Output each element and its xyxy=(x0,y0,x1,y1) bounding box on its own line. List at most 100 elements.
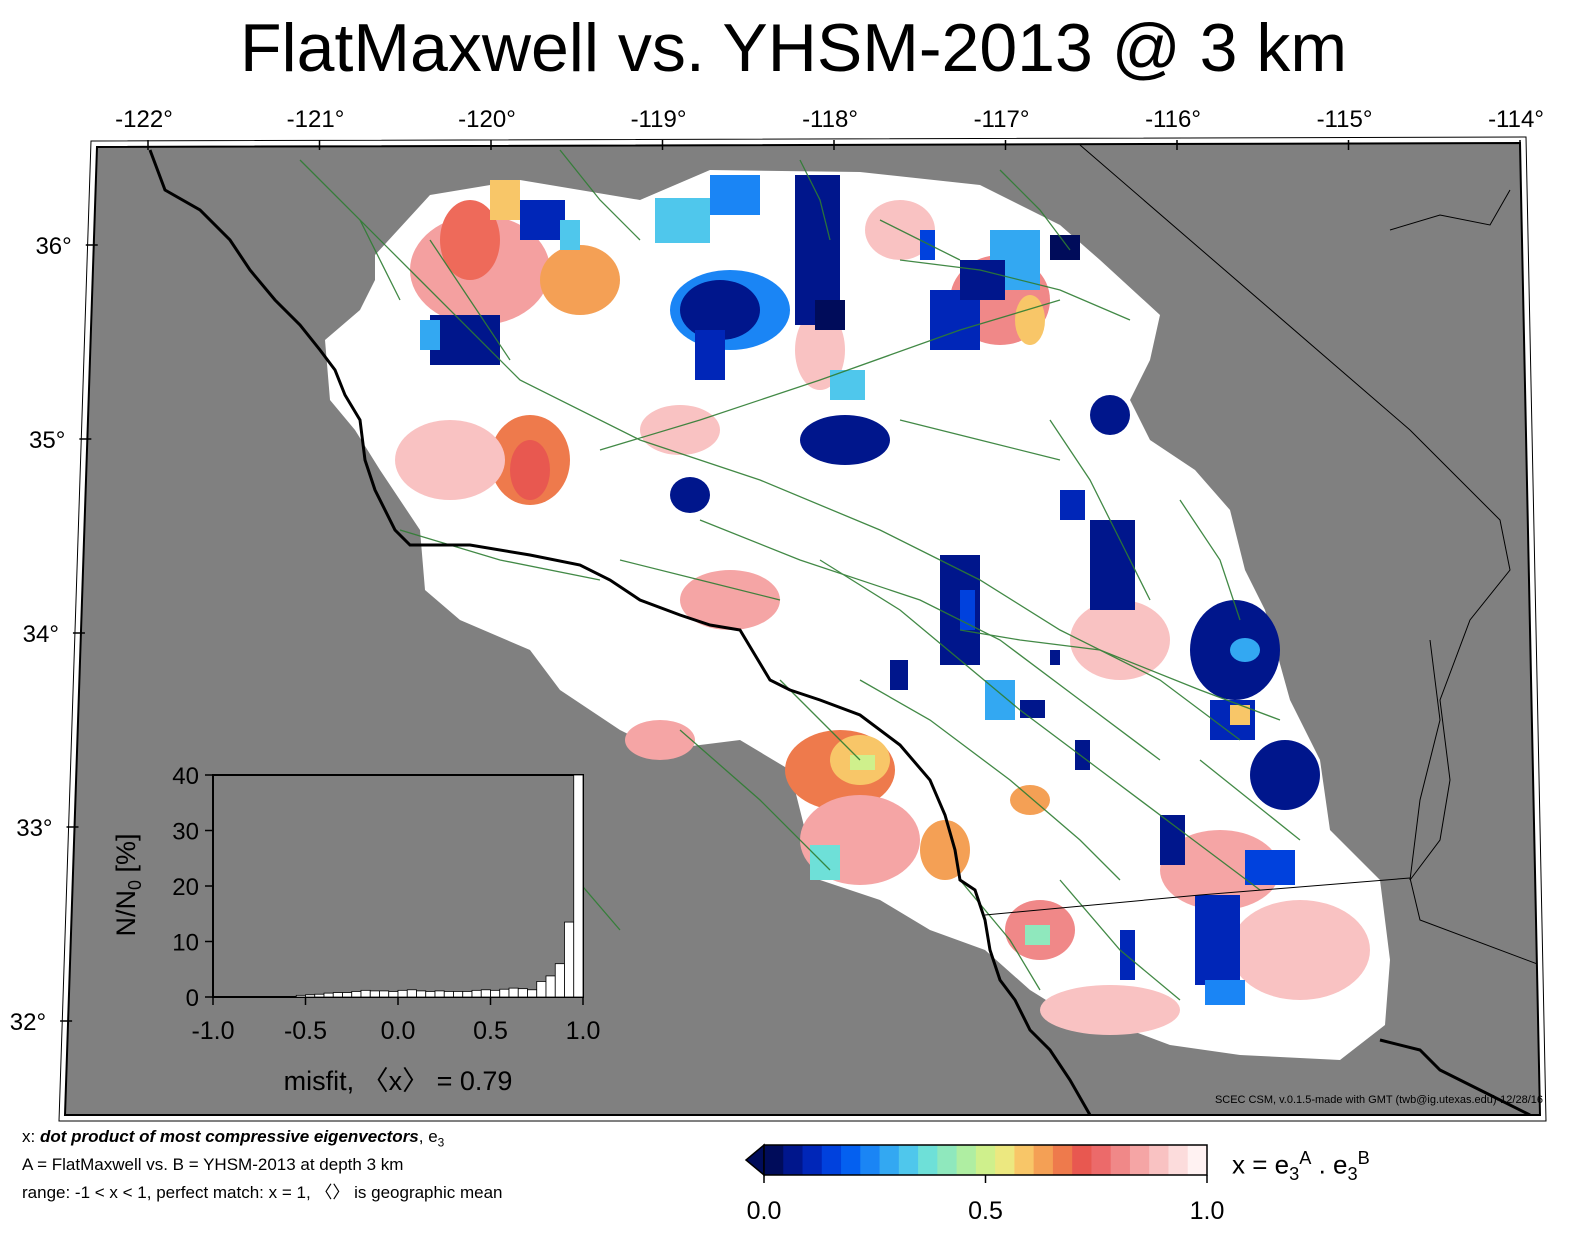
colorbar-swatch xyxy=(975,1145,996,1175)
colorbar-label: x = e3A . e3B xyxy=(1232,1148,1370,1184)
colorbar-swatch xyxy=(1149,1145,1169,1175)
colorbar-swatch xyxy=(995,1145,1015,1175)
credit-text: SCEC CSM, v.0.1.5-made with GMT (twb@ig.… xyxy=(1214,1094,1543,1106)
histogram-y-tick-label: 30 xyxy=(172,819,199,846)
histogram-bar xyxy=(379,990,390,998)
histogram-bar xyxy=(462,991,473,998)
colorbar-swatch xyxy=(1129,1145,1150,1175)
colorbar-swatch xyxy=(1033,1145,1054,1175)
histogram-bar xyxy=(545,975,556,998)
colorbar-swatch xyxy=(956,1145,977,1175)
histogram-xlabel: misfit, 〈x〉 = 0.79 xyxy=(284,1066,513,1096)
colorbar-swatch xyxy=(841,1145,861,1175)
histogram-x-tick-label: 0.0 xyxy=(381,1017,416,1045)
lon-tick-label: -115° xyxy=(1317,106,1373,133)
histogram-x-tick-label: -1.0 xyxy=(191,1017,234,1045)
histogram-bar xyxy=(517,988,528,998)
map-frame xyxy=(63,141,1542,1116)
histogram-y-tick-label: 20 xyxy=(172,874,199,901)
colorbar xyxy=(744,1143,1208,1177)
histogram-bar xyxy=(536,981,547,998)
colorbar-swatch xyxy=(898,1145,919,1175)
latitude-ticks: 36° 35° 34° 33° 32° xyxy=(10,233,98,1036)
colorbar-arrow xyxy=(744,1143,765,1177)
note-line-2: A = FlatMaxwell vs. B = YHSM-2013 at dep… xyxy=(22,1155,404,1174)
histogram-bar xyxy=(480,989,491,998)
histogram-bar xyxy=(351,991,362,998)
misfit-field-region xyxy=(325,170,1390,1060)
lat-tick-label: 33° xyxy=(16,815,52,842)
histogram-bar xyxy=(416,990,427,998)
colorbar-swatch xyxy=(1187,1145,1208,1175)
histogram-bar xyxy=(490,989,501,998)
histogram-bars xyxy=(295,774,584,998)
colorbar-tick-label: 0.0 xyxy=(747,1197,782,1225)
colorbar-tick-label: 1.0 xyxy=(1190,1197,1225,1225)
histogram-bar xyxy=(332,992,343,998)
lat-tick-label: 36° xyxy=(35,233,71,260)
histogram-y-tick-label: 0 xyxy=(186,985,199,1012)
colorbar-swatch xyxy=(918,1145,938,1175)
histogram-x-tick-label: 1.0 xyxy=(566,1017,601,1045)
histogram-bar xyxy=(527,989,538,998)
lon-tick-label: -120° xyxy=(458,106,516,133)
low-misfit-patches xyxy=(420,175,1320,1005)
histogram-x-tick-label: -0.5 xyxy=(284,1017,327,1045)
lon-tick-label: -114° xyxy=(1488,106,1544,133)
histogram-bar xyxy=(342,992,353,998)
colorbar-swatch xyxy=(1168,1145,1189,1175)
colorbar-swatch xyxy=(821,1145,842,1175)
colorbar-swatch xyxy=(783,1145,804,1175)
lon-tick-label: -121° xyxy=(287,106,345,133)
borders xyxy=(984,144,1540,966)
histogram-bar xyxy=(471,989,482,998)
histogram-bar xyxy=(397,989,408,998)
colorbar-swatch xyxy=(764,1145,784,1175)
lat-tick-label: 35° xyxy=(29,427,65,454)
colorbar-swatch xyxy=(860,1145,881,1175)
lat-tick-label: 32° xyxy=(10,1009,46,1036)
lon-tick-label: -118° xyxy=(802,106,858,133)
fault-lines xyxy=(299,149,1301,1001)
histogram-bar xyxy=(323,992,334,998)
colorbar-swatch xyxy=(802,1145,823,1175)
histogram-bar xyxy=(425,991,436,998)
colorbar-swatch xyxy=(879,1145,900,1175)
colorbar-swatch xyxy=(1072,1145,1092,1175)
note-line-3: range: -1 < x < 1, perfect match: x = 1,… xyxy=(22,1183,503,1202)
lon-tick-label: -117° xyxy=(974,106,1030,133)
colorbar-swatch xyxy=(1014,1145,1035,1175)
histogram-y-tick-label: 40 xyxy=(172,763,199,790)
longitude-ticks: -122° -121° -120° -119° -118° -117° -116° -115°… xyxy=(115,106,1544,150)
histogram-bar xyxy=(388,991,399,998)
colorbar-swatch xyxy=(1052,1145,1073,1175)
lon-tick-label: -122° xyxy=(115,106,173,133)
histogram-inset: 0 10 20 30 40 -1.0 -0.5 0.0 0.5 1.0 N/N0 [%] mis… xyxy=(111,763,600,1096)
note-line-1: x: dot product of most compressive eigen… xyxy=(22,1127,445,1150)
histogram-bar xyxy=(499,988,510,998)
coastline-south xyxy=(1379,1038,1531,1115)
lat-tick-label: 34° xyxy=(23,621,59,648)
histogram-x-tick-label: 0.5 xyxy=(473,1017,508,1045)
histogram-bar xyxy=(554,963,565,998)
histogram-bar xyxy=(295,994,306,998)
histogram-bar xyxy=(314,993,325,998)
histogram-y-ticks: 0 10 20 30 40 xyxy=(172,763,213,1012)
histogram-bar xyxy=(443,991,454,998)
histogram-bar xyxy=(305,994,316,998)
histogram-bar xyxy=(369,990,380,998)
map-title: FlatMaxwell vs. YHSM-2013 @ 3 km xyxy=(240,10,1347,86)
histogram-bar xyxy=(360,989,371,998)
colorbar-swatch xyxy=(1091,1145,1112,1175)
colorbar-swatch xyxy=(937,1145,958,1175)
histogram-bar xyxy=(434,990,445,998)
lon-tick-label: -119° xyxy=(631,106,687,133)
histogram-bar xyxy=(564,921,575,998)
histogram-bar xyxy=(508,987,519,998)
colorbar-swatch xyxy=(1110,1145,1131,1175)
histogram-y-tick-label: 10 xyxy=(172,930,199,957)
lon-tick-label: -116° xyxy=(1145,106,1201,133)
histogram-bar xyxy=(573,774,584,998)
histogram-x-ticks: -1.0 -0.5 0.0 0.5 1.0 xyxy=(191,997,600,1045)
